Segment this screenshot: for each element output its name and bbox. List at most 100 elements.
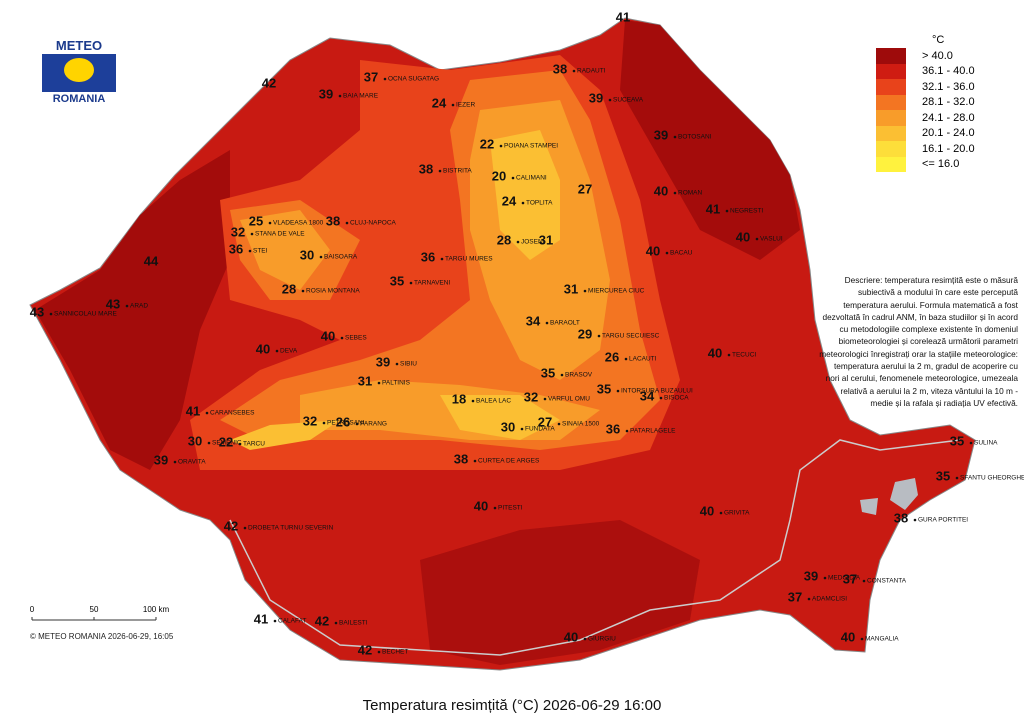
station-dot bbox=[377, 650, 381, 654]
station-name: SUCEAVA bbox=[613, 97, 644, 104]
station-dot bbox=[557, 422, 561, 426]
station-value: 39 bbox=[589, 90, 603, 105]
station-dot bbox=[125, 304, 129, 308]
station-name: CLUJ-NAPOCA bbox=[350, 220, 397, 227]
description: Descriere: temperatura resimțită este o … bbox=[819, 275, 1018, 408]
station-name: PETROSANI bbox=[327, 420, 365, 427]
station-value: 39 bbox=[154, 452, 168, 467]
station-dot bbox=[250, 232, 254, 236]
station-name: BISOCA bbox=[664, 395, 689, 402]
station-dot bbox=[624, 357, 628, 361]
station-name: SANNICOLAU MARE bbox=[54, 311, 118, 318]
map-title: Temperatura resimțită (°C) 2026-06-29 16… bbox=[362, 697, 662, 714]
station-name: CALAFAT bbox=[278, 618, 306, 625]
station-value: 42 bbox=[358, 642, 372, 657]
station-dot bbox=[473, 459, 477, 463]
station-dot bbox=[608, 98, 612, 102]
legend-swatch bbox=[876, 125, 906, 141]
station-dot bbox=[49, 312, 53, 316]
hot-zone-east bbox=[620, 20, 800, 260]
legend-swatch bbox=[876, 63, 906, 79]
station-value: 26 bbox=[336, 414, 350, 429]
station-dot bbox=[238, 442, 242, 446]
station-name: DEVA bbox=[280, 348, 298, 355]
station-value: 40 bbox=[321, 328, 335, 343]
station-name: STANA DE VALE bbox=[255, 231, 305, 238]
station-value: 40 bbox=[256, 341, 270, 356]
station-name: BACAU bbox=[670, 250, 693, 257]
station-value: 30 bbox=[501, 419, 515, 434]
station-name: LACAUTI bbox=[629, 356, 657, 363]
station-name: CURTEA DE ARGES bbox=[478, 458, 540, 465]
station-dot bbox=[516, 240, 520, 244]
station-name: PALTINIS bbox=[382, 380, 411, 387]
logo: METEO ROMANIA bbox=[40, 38, 118, 105]
legend-item: 36.1 - 40.0 bbox=[876, 63, 975, 79]
cold-zone bbox=[230, 130, 560, 450]
station-value: 32 bbox=[524, 389, 538, 404]
station-dot bbox=[275, 349, 279, 353]
station-dot bbox=[969, 441, 973, 445]
legend-label: 16.1 - 20.0 bbox=[922, 142, 975, 155]
station-name: TARNAVENI bbox=[414, 280, 450, 287]
station-value: 36 bbox=[606, 421, 620, 436]
station-dot bbox=[860, 637, 864, 641]
logo-text: METEO bbox=[55, 38, 103, 53]
legend-item: 16.1 - 20.0 bbox=[876, 141, 975, 157]
station-dot bbox=[583, 637, 587, 641]
station-value: 31 bbox=[564, 281, 578, 296]
station-value: 41 bbox=[186, 403, 200, 418]
station-value: 35 bbox=[936, 468, 950, 483]
station-value: 38 bbox=[553, 61, 567, 76]
station-dot bbox=[438, 169, 442, 173]
station-value: 22 bbox=[219, 434, 233, 449]
legend-item: > 40.0 bbox=[876, 48, 975, 64]
legend-label: 24.1 - 28.0 bbox=[922, 111, 975, 124]
station-name: PATARLAGELE bbox=[630, 428, 676, 435]
station-value: 24 bbox=[432, 95, 447, 110]
station-name: JOSENI bbox=[521, 239, 545, 246]
legend-label: > 40.0 bbox=[922, 49, 953, 62]
station-name: SEMENIC bbox=[212, 440, 242, 447]
legend-swatch bbox=[876, 141, 906, 157]
station-name: BRASOV bbox=[565, 372, 593, 379]
legend-swatch bbox=[876, 156, 906, 172]
station-dot bbox=[205, 411, 209, 415]
station-name: IEZER bbox=[456, 102, 475, 109]
station-dot bbox=[727, 353, 731, 357]
station-dot bbox=[572, 69, 576, 73]
station-name: TECUCI bbox=[732, 352, 756, 359]
station-name: SINAIA 1500 bbox=[562, 421, 600, 428]
copyright: © METEO ROMANIA 2026-06-29, 16:05 bbox=[30, 632, 174, 641]
station-name: GRIVITA bbox=[724, 510, 750, 517]
station-name: MANGALIA bbox=[865, 636, 899, 643]
station-name: SIBIU bbox=[400, 361, 417, 368]
legend: °C > 40.0 36.1 - 40.0 32.1 - 36.0 28.1 - 32… bbox=[876, 34, 975, 172]
station-dot bbox=[545, 321, 549, 325]
logo-icon bbox=[42, 54, 116, 92]
station-value: 39 bbox=[376, 354, 390, 369]
station-dot bbox=[659, 396, 663, 400]
station-dot bbox=[345, 221, 349, 225]
station-value: 25 bbox=[249, 213, 263, 228]
station-name: CONSTANTA bbox=[867, 578, 907, 585]
station-dot bbox=[395, 362, 399, 366]
station-name: VLADEASA 1800 bbox=[273, 220, 324, 227]
station-value: 38 bbox=[326, 213, 340, 228]
station-value: 37 bbox=[364, 69, 378, 84]
station-value: 22 bbox=[480, 136, 494, 151]
station-value: 37 bbox=[788, 589, 802, 604]
hot-zone-west bbox=[35, 150, 230, 470]
station-value: 26 bbox=[605, 349, 619, 364]
station-dot bbox=[543, 397, 547, 401]
legend-swatch bbox=[876, 110, 906, 126]
station-value: 40 bbox=[708, 345, 722, 360]
station-dot bbox=[322, 421, 326, 425]
station-value: 40 bbox=[474, 498, 488, 513]
station-name: DROBETA TURNU SEVERIN bbox=[248, 525, 334, 532]
hot-zone-south bbox=[420, 520, 700, 665]
legend-unit: °C bbox=[932, 34, 945, 46]
station-dot bbox=[243, 526, 247, 530]
station-name: GURA PORTITEI bbox=[918, 517, 968, 524]
